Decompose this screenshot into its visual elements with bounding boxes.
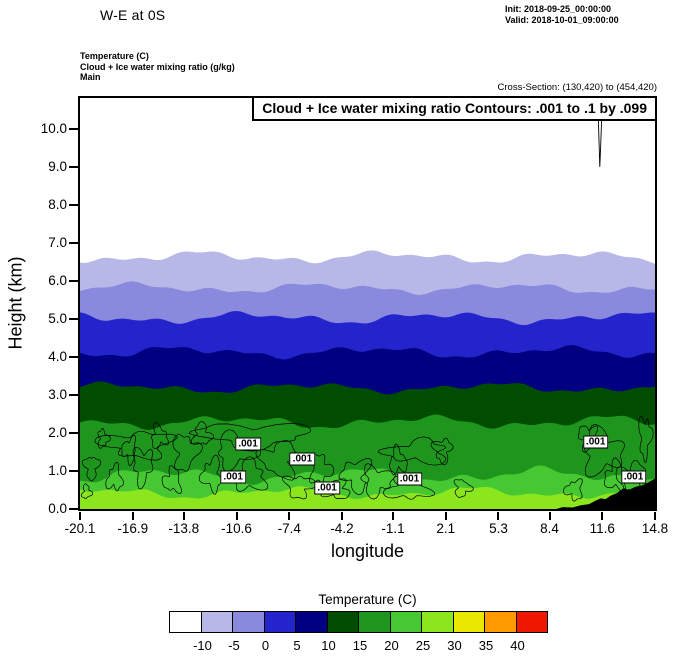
- colorbar-swatch: [358, 611, 391, 633]
- x-tick: [288, 512, 291, 520]
- y-tick-label: 5.0: [48, 310, 67, 326]
- x-tick: [654, 512, 656, 520]
- colorbar-swatch: [169, 611, 202, 633]
- cloud-contour-label: .001: [220, 470, 246, 484]
- colorbar-tick-label: 5: [293, 638, 301, 653]
- y-tick-label: 4.0: [48, 348, 67, 364]
- colorbar-tick-label: 0: [261, 638, 270, 653]
- field-info: Temperature (C) Cloud + Ice water mixing…: [80, 51, 235, 83]
- y-tick-label: 2.0: [48, 424, 67, 440]
- x-tick: [392, 512, 395, 520]
- cloud-contour-label: .001: [235, 437, 261, 451]
- x-tick-label: -16.9: [117, 521, 149, 536]
- cross-section-info: Cross-Section: (130,420) to (454,420): [497, 82, 657, 93]
- x-tick-label: 5.3: [489, 521, 508, 536]
- x-axis-label: longitude: [330, 541, 405, 561]
- y-tick: [69, 279, 78, 282]
- colorbar-swatch: [421, 611, 454, 633]
- y-tick-label: 7.0: [48, 234, 67, 250]
- valid-time: Valid: 2018-10-01_09:00:00: [505, 15, 619, 25]
- y-tick: [69, 317, 78, 320]
- run-info: Init: 2018-09-25_00:00:00 Valid: 2018-10…: [505, 4, 619, 26]
- colorbar-swatch: [389, 611, 422, 633]
- y-tick-label: 10.0: [40, 120, 67, 136]
- x-tick: [340, 512, 343, 520]
- init-time: Init: 2018-09-25_00:00:00: [505, 4, 612, 14]
- x-tick: [131, 512, 134, 520]
- y-tick: [69, 393, 78, 396]
- x-tick: [497, 512, 500, 520]
- y-tick: [69, 508, 78, 510]
- colorbar-swatch: [515, 611, 548, 633]
- y-tick-label: 0.0: [48, 501, 67, 516]
- y-tick: [69, 469, 78, 472]
- cloud-contour-label: .001: [620, 470, 647, 484]
- temperature-contour-fill: [80, 98, 655, 509]
- colorbar-swatch: [484, 611, 517, 633]
- y-tick: [69, 165, 78, 168]
- x-tick-label: -1.1: [381, 521, 405, 536]
- colorbar-swatch: [295, 611, 328, 633]
- x-tick-label: -7.4: [277, 521, 301, 536]
- y-tick: [69, 203, 78, 206]
- y-tick-label: 8.0: [48, 196, 67, 212]
- colorbar-swatch: [326, 611, 359, 633]
- x-tick-label: -10.6: [221, 521, 252, 536]
- x-tick-label: -13.8: [168, 521, 200, 536]
- y-tick: [69, 241, 78, 244]
- y-tick-label: 3.0: [48, 386, 67, 402]
- colorbar-title: Temperature (C): [318, 592, 417, 607]
- cloud-contour-label: .001: [289, 452, 316, 466]
- x-tick-label: -4.2: [330, 521, 354, 536]
- colorbar-tick-label: 30: [447, 638, 462, 653]
- y-tick: [69, 355, 78, 358]
- colorbar-swatch: [452, 611, 485, 633]
- field-line-temperature: Temperature (C): [80, 51, 149, 61]
- field-line-domain: Main: [80, 72, 101, 82]
- colorbar-swatch: [232, 611, 265, 633]
- x-tick: [548, 512, 551, 520]
- cloud-contour-label: .001: [582, 435, 609, 449]
- colorbar-tick-label: 15: [352, 638, 368, 653]
- cross-section-plot: Cloud + Ice water mixing ratio Contours:…: [78, 96, 657, 511]
- y-tick-label: 1.0: [48, 462, 67, 478]
- field-line-cloud-ice: Cloud + Ice water mixing ratio (g/kg): [80, 61, 235, 72]
- cloud-contour-label: .001: [314, 481, 340, 495]
- colorbar-tick-label: 10: [321, 638, 336, 653]
- colorbar-tick-label: 35: [478, 638, 494, 653]
- x-tick: [601, 512, 604, 520]
- y-axis-label: Height (km): [5, 256, 26, 350]
- x-tick-label: 2.1: [436, 521, 456, 536]
- y-tick: [69, 431, 78, 434]
- x-tick: [182, 512, 185, 520]
- colorbar-tick-label: 40: [510, 638, 525, 653]
- x-tick-label: 8.4: [540, 521, 559, 536]
- figure-title: W-E at 0S: [100, 7, 166, 23]
- x-tick-label: -20.1: [64, 521, 96, 536]
- x-tick: [444, 512, 447, 520]
- y-tick-label: 9.0: [48, 158, 67, 174]
- y-tick: [69, 127, 78, 130]
- colorbar-swatch: [200, 611, 233, 633]
- x-tick: [79, 512, 81, 520]
- x-tick-label: 11.6: [589, 521, 615, 536]
- x-tick: [235, 512, 238, 520]
- colorbar-tick-label: -10: [193, 638, 212, 653]
- colorbar-tick-label: 20: [384, 638, 399, 653]
- colorbar-tick-label: 25: [415, 638, 431, 653]
- cloud-contour-label: .001: [396, 472, 423, 486]
- x-tick-label: 14.8: [641, 521, 669, 536]
- colorbar-tick-label: -5: [228, 638, 240, 653]
- contour-info-box: Cloud + Ice water mixing ratio Contours:…: [252, 96, 657, 121]
- colorbar: [169, 611, 548, 633]
- colorbar-swatch: [263, 611, 296, 633]
- y-tick-label: 6.0: [48, 272, 67, 288]
